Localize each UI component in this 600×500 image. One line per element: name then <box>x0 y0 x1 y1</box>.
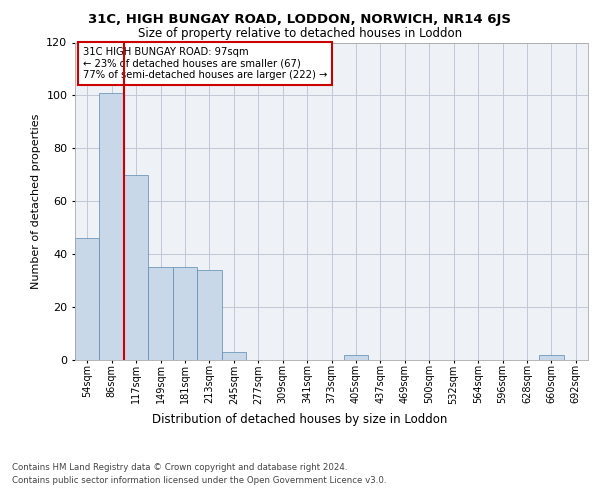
Bar <box>173 268 197 360</box>
Bar <box>124 175 148 360</box>
Text: Size of property relative to detached houses in Loddon: Size of property relative to detached ho… <box>138 28 462 40</box>
Bar <box>344 354 368 360</box>
Text: 31C, HIGH BUNGAY ROAD, LODDON, NORWICH, NR14 6JS: 31C, HIGH BUNGAY ROAD, LODDON, NORWICH, … <box>89 12 511 26</box>
Y-axis label: Number of detached properties: Number of detached properties <box>31 114 41 289</box>
Text: 31C HIGH BUNGAY ROAD: 97sqm
← 23% of detached houses are smaller (67)
77% of sem: 31C HIGH BUNGAY ROAD: 97sqm ← 23% of det… <box>83 48 327 80</box>
Bar <box>197 270 221 360</box>
Bar <box>75 238 100 360</box>
Text: Contains public sector information licensed under the Open Government Licence v3: Contains public sector information licen… <box>12 476 386 485</box>
Bar <box>539 354 563 360</box>
Text: Distribution of detached houses by size in Loddon: Distribution of detached houses by size … <box>152 412 448 426</box>
Bar <box>221 352 246 360</box>
Bar <box>148 268 173 360</box>
Text: Contains HM Land Registry data © Crown copyright and database right 2024.: Contains HM Land Registry data © Crown c… <box>12 462 347 471</box>
Bar <box>100 93 124 360</box>
